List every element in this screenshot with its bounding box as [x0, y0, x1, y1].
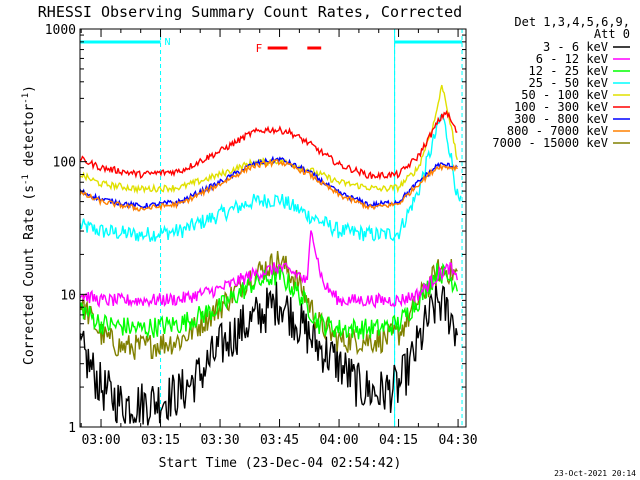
legend-entry-label: 800 - 7000 keV — [507, 124, 608, 138]
y-tick-label: 100 — [53, 156, 76, 171]
series-line-2 — [80, 262, 458, 340]
y-axis-label-main: Corrected Count Rate (s — [22, 185, 37, 365]
series-group — [80, 84, 462, 426]
series-line-5 — [80, 109, 458, 181]
y-axis-label-sup2: -1 — [21, 93, 31, 104]
x-tick-label: 03:00 — [81, 433, 120, 448]
x-tick-label: 04:15 — [379, 433, 418, 448]
legend-header-line2: Att 0 — [594, 27, 630, 41]
flare-label: F — [256, 42, 263, 55]
y-tick-label: 10 — [60, 288, 76, 303]
legend-entry-label: 100 - 300 keV — [514, 100, 608, 114]
series-line-1 — [80, 230, 458, 309]
plot-area: N F 1 10 100 1000 03:00 03:15 03:30 03:45 04:00 04:… — [45, 23, 478, 448]
series-line-0 — [80, 281, 458, 426]
footer-timestamp: 23-Oct-2021 20:14 — [554, 469, 636, 478]
night-label: N — [165, 37, 171, 48]
series-line-7 — [80, 159, 458, 212]
svg-text:Corrected Count Rate (s-1 dete: Corrected Count Rate (s-1 detector-1) — [21, 85, 37, 365]
legend-entry-label: 3 - 6 keV — [543, 40, 608, 54]
y-tick-label: 1000 — [45, 23, 76, 38]
legend-entry-label: 50 - 100 keV — [521, 88, 608, 102]
x-tick-label: 04:00 — [319, 433, 358, 448]
x-axis-label: Start Time (23-Dec-04 02:54:42) — [159, 456, 402, 471]
chart-title: RHESSI Observing Summary Count Rates, Co… — [38, 3, 462, 21]
y-axis-label-sup1: -1 — [21, 174, 31, 185]
y-axis-label-end: ) — [22, 85, 37, 93]
plot-frame — [79, 28, 467, 428]
x-tick-label: 04:30 — [438, 433, 477, 448]
legend-entry-label: 12 - 25 keV — [529, 64, 608, 78]
x-tick-label: 03:45 — [260, 433, 299, 448]
legend-entry-label: 7000 - 15000 keV — [492, 136, 608, 150]
legend-entry-label: 6 - 12 keV — [536, 52, 608, 66]
legend-entry-label: 300 - 800 keV — [514, 112, 608, 126]
legend-entry-label: 25 - 50 keV — [529, 76, 608, 90]
x-tick-label: 03:30 — [200, 433, 239, 448]
x-tick-label: 03:15 — [141, 433, 180, 448]
series-line-3 — [80, 113, 462, 242]
y-tick-label: 1 — [68, 421, 76, 436]
y-axis-label-mid: detector — [22, 104, 37, 175]
legend-header-line1: Det 1,3,4,5,6,9, — [514, 15, 630, 29]
series-line-8 — [80, 250, 458, 360]
y-axis-label: Corrected Count Rate (s-1 detector-1) — [21, 85, 37, 365]
